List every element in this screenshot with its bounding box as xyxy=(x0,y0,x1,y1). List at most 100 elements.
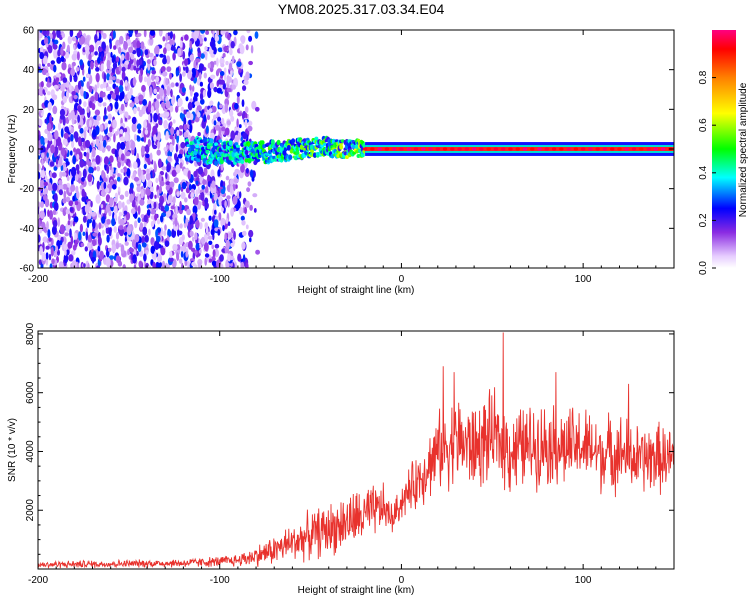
spectrogram-cell xyxy=(193,170,198,178)
spectrogram-cell xyxy=(124,241,129,246)
spectrogram-cell xyxy=(195,180,199,185)
spectrogram-cell xyxy=(85,139,91,149)
spectrogram-cell xyxy=(144,235,149,243)
spectrogram-cell xyxy=(40,81,44,88)
spectrogram-cell xyxy=(537,147,542,151)
spectrogram-cell xyxy=(141,84,146,93)
spectrogram-cell xyxy=(57,49,61,57)
spectrogram-cell xyxy=(236,61,242,67)
spectrogram-cell xyxy=(69,228,72,238)
spectrogram-cell xyxy=(213,86,218,93)
spectrogram-cell xyxy=(46,72,50,77)
spectrogram-cell xyxy=(158,185,162,194)
spectrogram-cell xyxy=(198,72,202,80)
spectrogram-cell xyxy=(66,249,70,256)
spectrogram-cell xyxy=(205,30,210,35)
spectrogram-cell xyxy=(88,44,95,53)
spectrogram-cell xyxy=(207,62,211,69)
spectrogram-cell xyxy=(55,158,59,165)
spectrogram-cell xyxy=(79,127,84,134)
spectrogram-cell xyxy=(70,68,76,77)
spectrogram-cell xyxy=(53,84,59,89)
spectrogram-cell xyxy=(165,100,171,109)
spectrogram-cell xyxy=(97,235,102,246)
snr-xtick-label: 100 xyxy=(575,575,592,586)
spectrogram-cell xyxy=(213,202,217,210)
spectrogram-cell xyxy=(164,240,170,247)
spectrogram-cell xyxy=(123,215,127,224)
spectrogram-cell xyxy=(91,161,97,167)
spectrogram-cell xyxy=(362,147,368,151)
spectrogram-cell xyxy=(190,113,194,121)
spectrogram-cell xyxy=(219,254,224,262)
spectrogram-cell xyxy=(45,245,50,250)
snr-ytick-label: 8000 xyxy=(25,322,36,345)
spectrogram-cell xyxy=(38,163,41,172)
spectrogram-cell xyxy=(109,126,113,133)
spectrogram-cell xyxy=(114,149,118,158)
spectrogram-cell xyxy=(217,101,220,110)
spectrogram-cell xyxy=(559,147,564,151)
spectrogram-cell xyxy=(102,91,106,98)
spectrogram-cell xyxy=(235,144,240,148)
spectrogram-cell xyxy=(47,122,52,131)
spectrogram-cell xyxy=(38,86,45,97)
spectrogram-cell xyxy=(75,39,79,45)
spectrogram-cell xyxy=(217,169,221,177)
spectrogram-cell xyxy=(141,242,147,248)
spectrogram-cell xyxy=(188,240,193,250)
spectrogram-cell xyxy=(140,188,145,199)
spectrogram-cell xyxy=(77,80,82,90)
spectrogram-cell xyxy=(165,181,171,186)
spectrogram-cell xyxy=(76,153,80,160)
spectrogram-cell xyxy=(151,70,157,75)
spectrogram-cell xyxy=(156,94,161,100)
spectrogram-cell xyxy=(169,72,172,80)
spectrogram-cell xyxy=(103,139,107,148)
spectrogram-cell xyxy=(248,35,253,42)
spectrogram-cell xyxy=(146,209,151,216)
spectrogram-cell xyxy=(62,77,68,83)
spectrogram-cell xyxy=(227,199,230,208)
spectrogram-cell xyxy=(213,219,219,228)
spectrogram-cell xyxy=(115,168,118,175)
spectrogram-cell xyxy=(69,220,73,227)
spectrogram-cell xyxy=(67,136,71,143)
spectrogram-cell xyxy=(246,187,251,193)
spectrogram-xtick-label: -200 xyxy=(28,274,48,285)
spectrogram-cell xyxy=(81,188,86,198)
spectrogram-cell xyxy=(52,182,58,192)
spectrogram-cell xyxy=(185,187,190,194)
spectrogram-cell xyxy=(136,40,141,49)
spectrogram-cell xyxy=(225,239,230,250)
spectrogram-cell xyxy=(156,253,162,263)
spectrogram-cell xyxy=(87,218,93,224)
spectrogram-cell xyxy=(137,205,141,216)
spectrogram-cell xyxy=(220,188,226,195)
spectrogram-cell xyxy=(129,187,134,196)
spectrogram-cell xyxy=(123,210,128,215)
spectrogram-cell xyxy=(101,216,106,224)
spectrogram-cell xyxy=(234,102,239,110)
spectrogram-cell xyxy=(70,166,77,177)
spectrogram-cell xyxy=(45,252,49,260)
spectrogram-cell xyxy=(111,217,116,227)
spectrogram-cell xyxy=(139,199,145,206)
spectrogram-cell xyxy=(199,81,203,87)
spectrogram-cell xyxy=(150,245,156,254)
spectrogram-cell xyxy=(143,214,148,223)
spectrogram-cell xyxy=(96,115,101,121)
spectrogram-cell xyxy=(207,174,211,182)
spectrogram-cell xyxy=(76,51,80,61)
spectrogram-cell xyxy=(103,72,107,83)
spectrogram-ytick-label: 20 xyxy=(23,105,35,116)
spectrogram-cell xyxy=(244,106,249,113)
spectrogram-cell xyxy=(81,177,85,182)
spectrogram-cell xyxy=(100,63,104,72)
spectrogram-cell xyxy=(235,184,238,189)
spectrogram-cell xyxy=(98,222,102,230)
spectrogram-cell xyxy=(165,111,170,118)
spectrogram-cell xyxy=(51,258,55,265)
spectrogram-cell xyxy=(231,84,236,90)
spectrogram-cell xyxy=(165,184,170,191)
